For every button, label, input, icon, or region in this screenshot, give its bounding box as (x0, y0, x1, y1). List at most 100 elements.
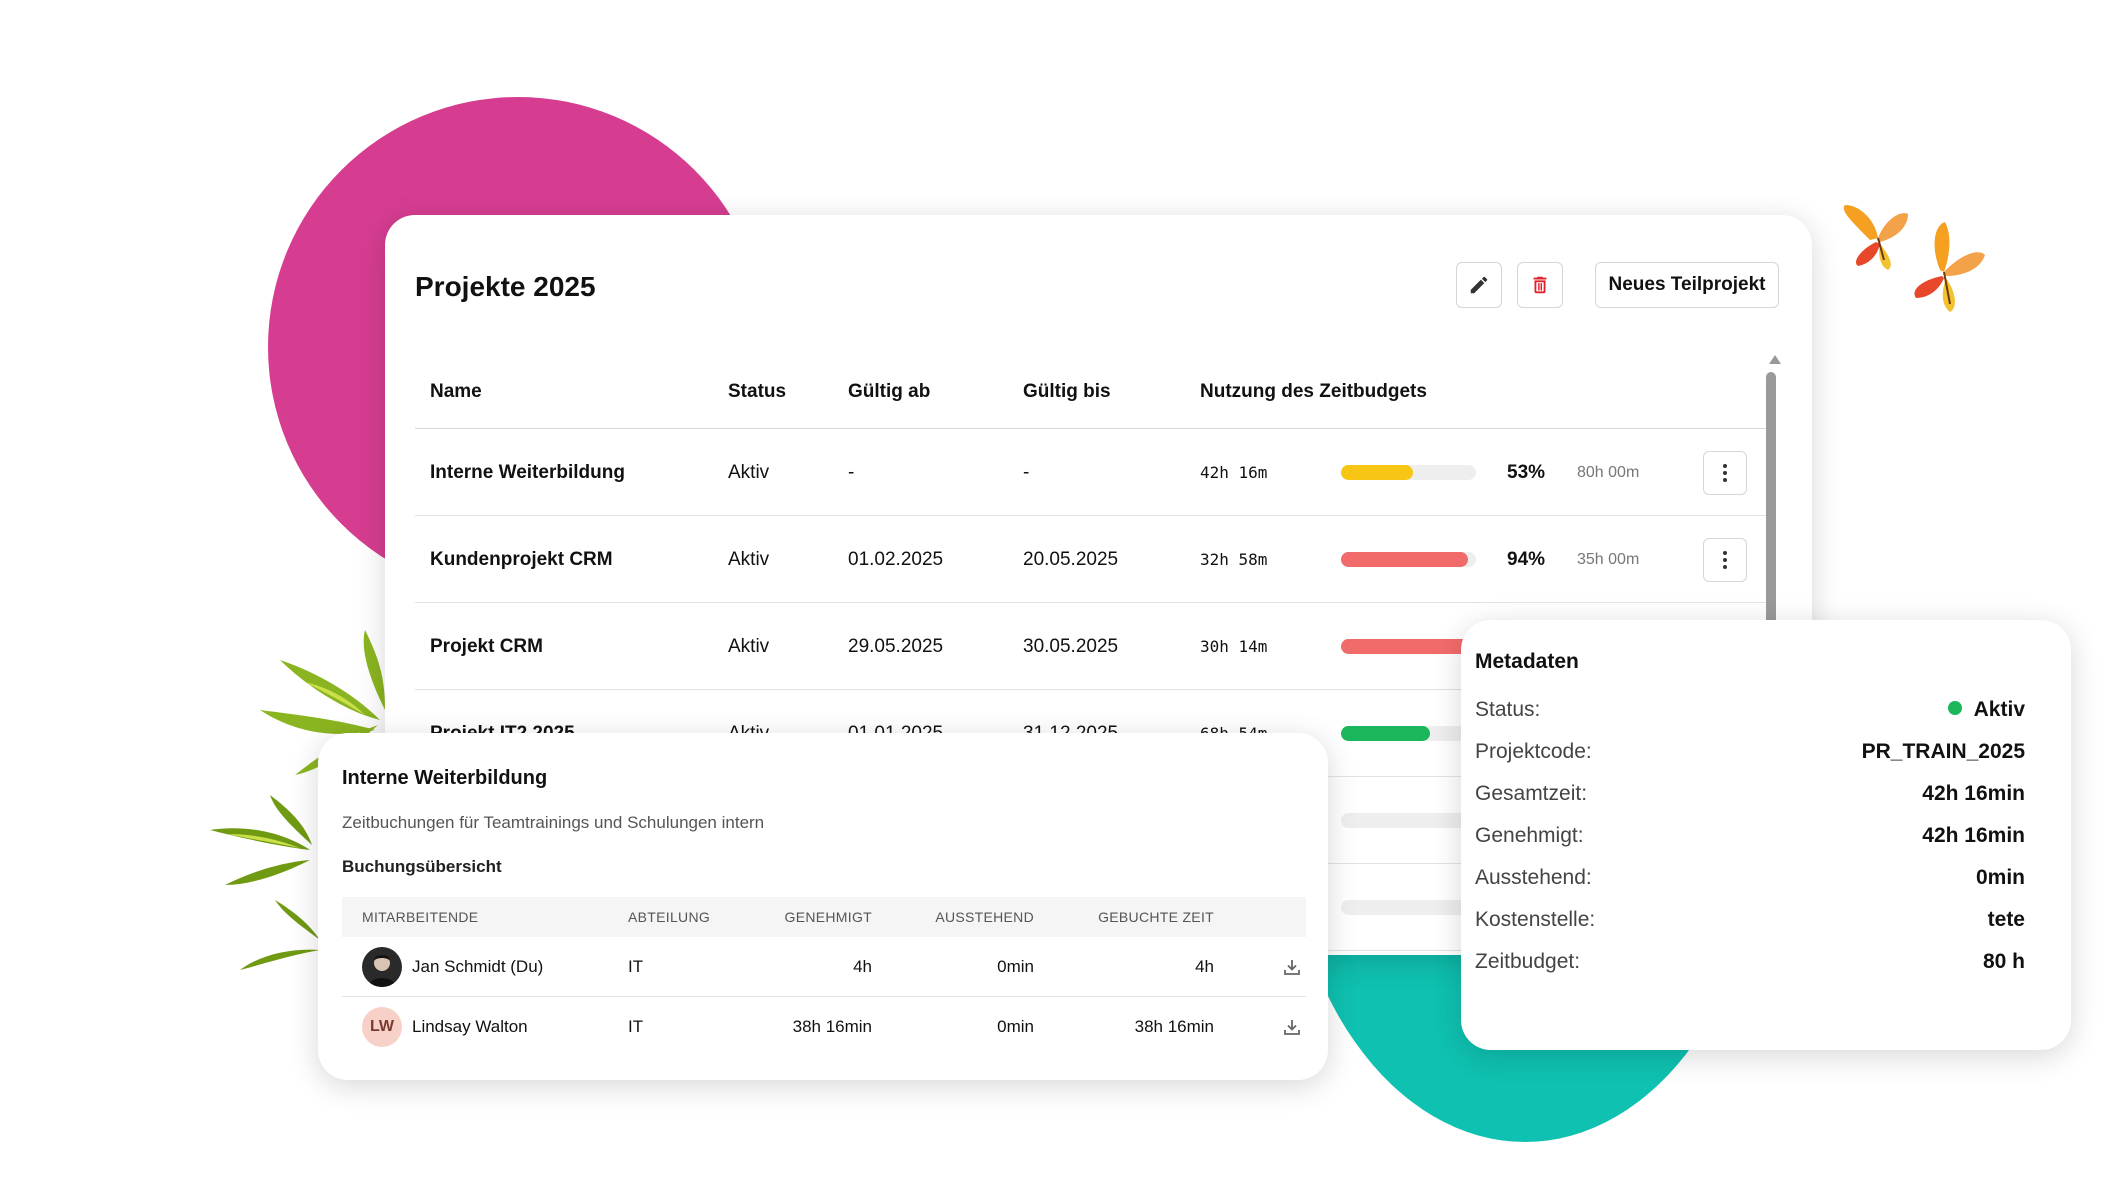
avatar: LW (362, 1007, 402, 1047)
metadata-title: Metadaten (1475, 650, 1579, 673)
metadata-label: Status: (1475, 698, 1541, 721)
column-header-approved: GENEHMIGT (784, 909, 872, 925)
budget-progress-bar (1341, 900, 1476, 915)
column-header-status[interactable]: Status (728, 381, 787, 402)
metadata-value: 0min (1975, 866, 2025, 889)
metadata-row: Projektcode: PR_TRAIN_2025 (1475, 740, 2025, 770)
scroll-up-arrow[interactable] (1769, 355, 1781, 364)
approved-time: 38h 16min (792, 1017, 872, 1036)
project-name: Interne Weiterbildung (430, 462, 625, 483)
approved-time: 4h (853, 957, 872, 976)
time-used: 42h 16m (1200, 463, 1268, 482)
metadata-row: Kostenstelle: tete (1475, 908, 2025, 938)
project-status: Aktiv (728, 636, 770, 657)
delete-button[interactable] (1517, 262, 1563, 308)
kebab-icon (1723, 464, 1727, 482)
metadata-value-wrapper: 80 h (1983, 950, 2025, 974)
metadata-value-wrapper: Aktiv (1947, 698, 2025, 722)
new-subproject-button[interactable]: Neues Teilprojekt (1595, 262, 1779, 308)
person-photo-icon (368, 955, 396, 987)
download-icon (1284, 1020, 1300, 1035)
budget-progress-fill (1341, 552, 1468, 567)
booked-time: 4h (1195, 957, 1214, 976)
pencil-icon (1470, 276, 1488, 294)
column-header-valid-from[interactable]: Gültig ab (848, 381, 931, 402)
download-icon (1284, 960, 1300, 975)
metadata-value: 42h 16min (1922, 782, 2025, 805)
table-row[interactable]: LW Lindsay Walton IT 38h 16min 0min 38h 16min (342, 997, 1306, 1057)
column-header-employee: MITARBEITENDE (362, 909, 479, 925)
employee-department: IT (628, 957, 644, 976)
pending-time: 0min (997, 1017, 1034, 1036)
budget-progress-bar (1341, 465, 1476, 480)
table-header: Name Status Gültig ab Gültig bis Nutzung… (415, 355, 1770, 429)
column-header-usage[interactable]: Nutzung des Zeitbudgets (1200, 381, 1427, 402)
project-valid-to: 20.05.2025 (1023, 549, 1119, 570)
download-button[interactable] (1282, 957, 1302, 977)
metadata-label: Genehmigt: (1475, 824, 1584, 847)
metadata-row: Gesamtzeit: 42h 16min (1475, 782, 2025, 812)
detail-title: Interne Weiterbildung (342, 767, 548, 789)
metadata-label: Kostenstelle: (1475, 908, 1596, 931)
metadata-label: Projektcode: (1475, 740, 1592, 763)
butterfly-decoration (1843, 205, 1985, 312)
budget-progress-fill (1341, 465, 1413, 480)
avatar (362, 947, 402, 987)
metadata-label: Zeitbudget: (1475, 950, 1581, 973)
project-name: Projekt CRM (430, 636, 543, 657)
status-dot-icon (1947, 701, 1962, 715)
column-header-pending: AUSSTEHEND (935, 909, 1034, 925)
budget-progress-fill (1341, 726, 1431, 741)
budget-progress-bar (1341, 552, 1476, 567)
metadata-value-wrapper: tete (1988, 908, 2025, 932)
project-valid-to: - (1023, 462, 1030, 483)
trash-icon (1533, 276, 1547, 294)
metadata-row: Status: Aktiv (1475, 698, 2025, 728)
metadata-label: Gesamtzeit: (1475, 782, 1588, 805)
booking-table-header: MITARBEITENDE ABTEILUNG GENEHMIGT AUSSTE… (342, 897, 1306, 937)
booked-time: 38h 16min (1134, 1017, 1214, 1036)
time-used: 30h 14m (1200, 637, 1268, 656)
row-menu-button[interactable] (1703, 451, 1747, 495)
budget-total: 35h 00m (1577, 551, 1640, 568)
metadata-value-wrapper: PR_TRAIN_2025 (1862, 740, 2025, 764)
budget-progress-fill (1341, 639, 1476, 654)
metadata-card: Metadaten Status: Aktiv Projektcode: PR_TRA… (1461, 620, 2071, 1050)
metadata-value: Aktiv (1973, 698, 2025, 721)
booking-table: MITARBEITENDE ABTEILUNG GENEHMIGT AUSSTE… (342, 897, 1306, 1057)
budget-progress-bar (1341, 726, 1476, 741)
metadata-value-wrapper: 0min (1976, 866, 2025, 890)
employee-department: IT (628, 1017, 644, 1036)
table-row[interactable]: Interne Weiterbildung Aktiv - - 42h 16m 53% 80… (415, 429, 1770, 516)
metadata-row: Ausstehend: 0min (1475, 866, 2025, 896)
budget-progress-bar (1341, 639, 1476, 654)
time-used: 32h 58m (1200, 550, 1268, 569)
leaf-decoration (210, 630, 385, 970)
column-header-name[interactable]: Name (430, 381, 482, 402)
row-menu-button[interactable] (1703, 538, 1747, 582)
edit-button[interactable] (1456, 262, 1502, 308)
kebab-icon (1723, 551, 1727, 569)
download-button[interactable] (1282, 1017, 1302, 1037)
column-header-valid-to[interactable]: Gültig bis (1023, 381, 1111, 402)
project-status: Aktiv (728, 462, 770, 483)
metadata-value: tete (1987, 908, 2025, 931)
metadata-value-wrapper: 42h 16min (1922, 782, 2025, 806)
metadata-value: PR_TRAIN_2025 (1861, 740, 2025, 763)
budget-percent: 53% (1507, 462, 1546, 483)
metadata-label: Ausstehend: (1475, 866, 1592, 889)
pending-time: 0min (997, 957, 1034, 976)
budget-percent: 94% (1507, 549, 1546, 570)
table-row[interactable]: Jan Schmidt (Du) IT 4h 0min 4h (342, 937, 1306, 997)
metadata-row: Zeitbudget: 80 h (1475, 950, 2025, 980)
project-status: Aktiv (728, 549, 770, 570)
project-name: Kundenprojekt CRM (430, 549, 613, 570)
employee-name: Lindsay Walton (412, 1017, 528, 1036)
project-valid-to: 30.05.2025 (1023, 636, 1119, 657)
metadata-value: 42h 16min (1922, 824, 2025, 847)
page-title: Projekte 2025 (415, 271, 596, 302)
budget-progress-bar (1341, 813, 1476, 828)
metadata-row: Genehmigt: 42h 16min (1475, 824, 2025, 854)
booking-overview-heading: Buchungsübersicht (342, 857, 502, 876)
table-row[interactable]: Kundenprojekt CRM Aktiv 01.02.2025 20.05.20… (415, 516, 1770, 603)
